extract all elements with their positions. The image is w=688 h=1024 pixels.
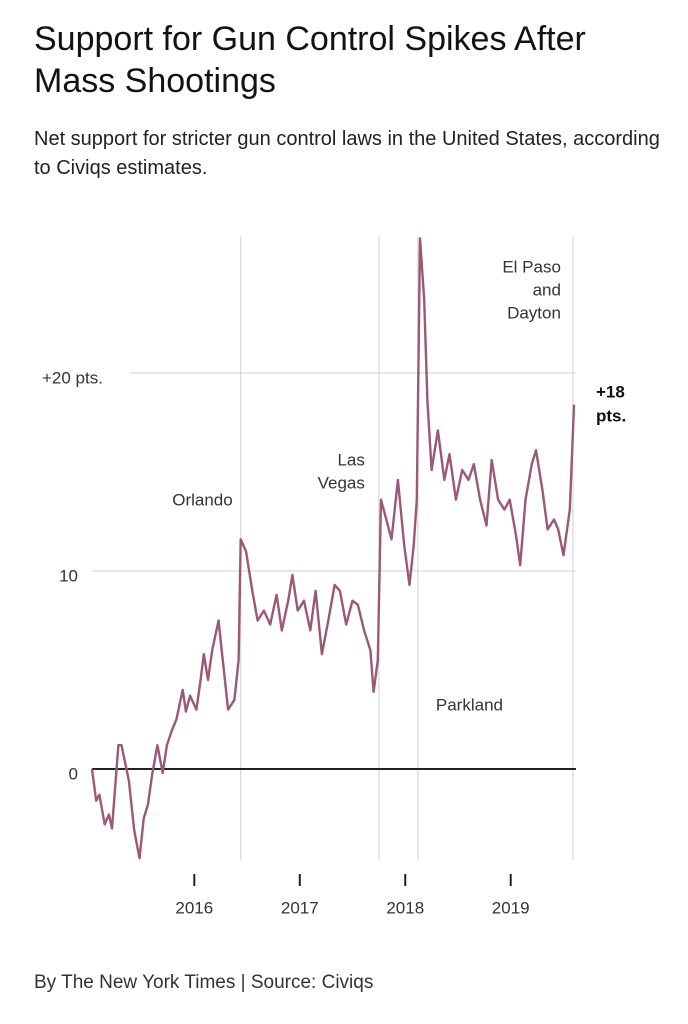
chart: 0 10 +20 pts. Orlando Las Vegas Parkland El Pas… — [42, 236, 626, 917]
data-line — [90, 237, 576, 860]
annotation-label: Las — [337, 450, 364, 469]
chart-subtitle: Net support for stricter gun control law… — [34, 128, 660, 179]
source-note: By The New York Times | Source: Civiqs — [34, 972, 374, 993]
x-tick-label: 2017 — [281, 898, 319, 917]
x-tick-label: 2018 — [386, 898, 424, 917]
annotation-label: El Paso — [502, 257, 561, 276]
x-tick-label: 2019 — [492, 898, 530, 917]
end-label: +18 — [596, 382, 625, 401]
annotation-label: and — [533, 280, 561, 299]
x-tick-label: 2016 — [175, 898, 213, 917]
y-tick-label: 0 — [69, 764, 78, 783]
chart-title: Support for Gun Control Spikes After Mas… — [34, 20, 586, 100]
annotation-label: Parkland — [436, 695, 503, 714]
annotation-label: Vegas — [318, 473, 365, 492]
y-tick-label: +20 pts. — [42, 368, 103, 387]
end-label: pts. — [596, 406, 626, 425]
annotation-label: Orlando — [172, 490, 232, 509]
y-tick-label: 10 — [59, 566, 78, 585]
annotation-label: Dayton — [507, 303, 561, 322]
